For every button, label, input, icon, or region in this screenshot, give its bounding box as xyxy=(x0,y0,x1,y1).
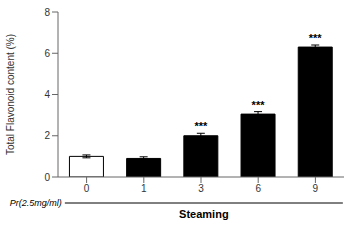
svg-text:1: 1 xyxy=(141,183,147,194)
svg-text:Pr(2.5mg/ml): Pr(2.5mg/ml) xyxy=(10,198,62,208)
svg-text:8: 8 xyxy=(44,7,50,18)
svg-text:6: 6 xyxy=(44,48,50,59)
svg-text:Total Flavonoid content (%): Total Flavonoid content (%) xyxy=(8,34,16,155)
svg-text:***: *** xyxy=(194,120,208,132)
svg-text:0: 0 xyxy=(84,183,90,194)
svg-text:***: *** xyxy=(309,32,323,44)
svg-text:0: 0 xyxy=(44,172,50,183)
svg-text:2: 2 xyxy=(44,130,50,141)
svg-text:6: 6 xyxy=(255,183,261,194)
svg-text:Steaming: Steaming xyxy=(179,208,229,220)
svg-text:4: 4 xyxy=(44,89,50,100)
svg-text:***: *** xyxy=(252,99,266,111)
svg-text:9: 9 xyxy=(313,183,319,194)
svg-text:3: 3 xyxy=(198,183,204,194)
